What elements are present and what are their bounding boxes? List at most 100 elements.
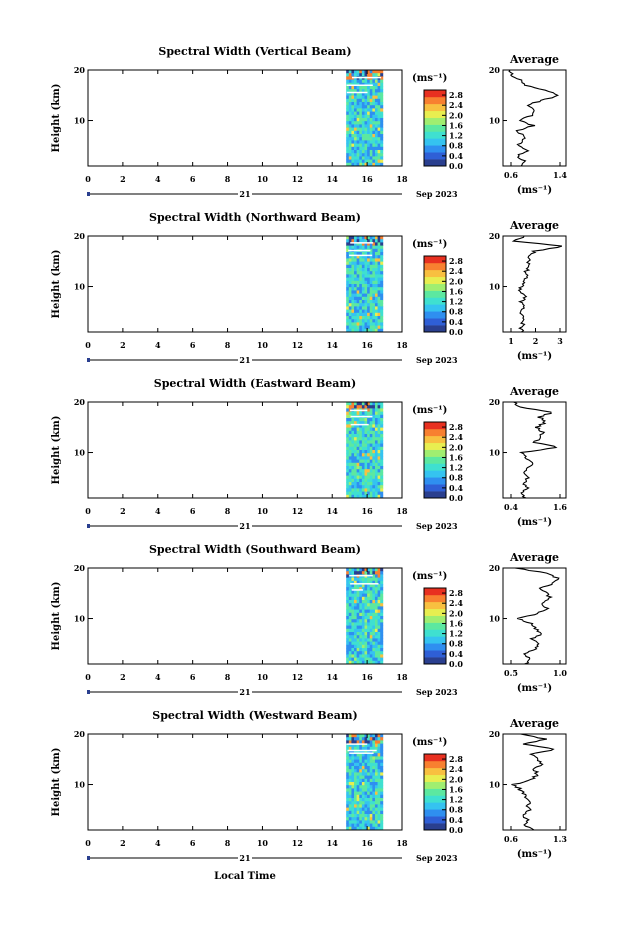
- heatmap-cell: [374, 574, 378, 578]
- heatmap-cell: [367, 494, 371, 499]
- heatmap-cell: [377, 606, 381, 610]
- heatmap-cell: [359, 245, 363, 250]
- heatmap-cell: [361, 430, 365, 435]
- heatmap-cell: [369, 316, 373, 320]
- heatmap-cell: [351, 635, 355, 639]
- heatmap-cell: [359, 603, 363, 607]
- heatmap-cell: [348, 261, 352, 266]
- heatmap-cell: [361, 469, 365, 473]
- heatmap-cell: [356, 766, 360, 770]
- heatmap-cell: [374, 568, 378, 572]
- heatmap-cell: [369, 134, 373, 138]
- heatmap-cell: [348, 140, 352, 144]
- heatmap-cell: [354, 632, 358, 636]
- heatmap-cell: [359, 590, 363, 594]
- heatmap-cell: [354, 782, 358, 786]
- heatmap-cell: [348, 450, 352, 454]
- heatmap-cell: [369, 424, 373, 428]
- heatmap: [346, 402, 384, 499]
- heatmap-cell: [361, 753, 365, 757]
- heatmap-cell: [364, 98, 368, 103]
- heatmap-cell: [374, 98, 378, 103]
- heatmap-cell: [351, 826, 355, 831]
- heatmap-cell: [372, 762, 376, 767]
- heatmap-cell: [356, 750, 360, 754]
- heatmap-cell: [372, 255, 376, 259]
- heatmap-cell: [377, 290, 381, 294]
- heatmap-cell: [351, 86, 355, 90]
- heatmap-cell: [377, 580, 381, 585]
- heatmap-cell: [351, 654, 355, 658]
- heatmap-cell: [374, 236, 378, 240]
- heatmap-cell: [367, 625, 371, 630]
- colorbar-segment: [424, 283, 446, 291]
- colorbar-segment: [424, 428, 446, 437]
- heatmap-cell: [367, 274, 371, 278]
- heatmap-cell: [354, 810, 358, 815]
- heatmap-cell: [364, 593, 368, 598]
- heatmap-cell: [377, 328, 381, 333]
- heatmap-cell: [359, 108, 363, 112]
- heatmap-cell: [348, 469, 352, 473]
- heatmap-cell: [346, 430, 350, 435]
- heatmap-cell: [364, 587, 368, 591]
- colorbar-segment: [424, 767, 446, 776]
- data-gap: [350, 415, 373, 418]
- heatmap-cell: [374, 105, 378, 109]
- heatmap-cell: [374, 271, 378, 275]
- heatmap-cell: [351, 820, 355, 824]
- heatmap-cell: [372, 494, 376, 499]
- heatmap-cell: [346, 316, 350, 320]
- heatmap-cell: [361, 762, 365, 767]
- heatmap-cell: [356, 462, 360, 467]
- heatmap-cell: [372, 258, 376, 262]
- heatmap-cell: [364, 459, 368, 464]
- heatmap-cell: [356, 657, 360, 662]
- heatmap-cell: [372, 606, 376, 610]
- heatmap-cell: [356, 450, 360, 454]
- heatmap-cell: [356, 466, 360, 470]
- heatmap-cell: [367, 823, 371, 828]
- heatmap-cell: [377, 159, 381, 164]
- heatmap-cell: [364, 137, 368, 141]
- heatmap-cell: [348, 619, 352, 623]
- heatmap-cell: [354, 236, 358, 240]
- heatmap-cell: [356, 405, 360, 409]
- heatmap-cell: [380, 408, 384, 412]
- heatmap-cell: [351, 268, 355, 272]
- heatmap-cell: [361, 268, 365, 272]
- heatmap-cell: [356, 92, 360, 96]
- heatmap-cell: [361, 644, 365, 649]
- heatmap-cell: [351, 590, 355, 594]
- heatmap-cell: [377, 236, 381, 240]
- heatmap-cell: [374, 590, 378, 594]
- heatmap-cell: [374, 823, 378, 828]
- heatmap-cell: [364, 245, 368, 250]
- heatmap-cell: [367, 740, 371, 744]
- heatmap-cell: [377, 571, 381, 575]
- heatmap-cell: [369, 418, 373, 422]
- heatmap-cell: [359, 437, 363, 441]
- heatmap-cell: [372, 427, 376, 432]
- heatmap-cell: [380, 772, 384, 776]
- colorbar-tick-label: 0.8: [449, 639, 463, 649]
- heatmap-cell: [348, 603, 352, 607]
- heatmap-cell: [377, 823, 381, 828]
- heatmap-cell: [348, 293, 352, 298]
- heatmap-cell: [380, 574, 384, 578]
- heatmap-cell: [348, 466, 352, 470]
- heatmap-cell: [356, 274, 360, 278]
- heatmap-cell: [377, 274, 381, 278]
- heatmap-cell: [348, 810, 352, 815]
- heatmap-cell: [364, 252, 368, 256]
- heatmap-cell: [364, 756, 368, 760]
- heatmap-cell: [348, 121, 352, 125]
- heatmap-cell: [380, 622, 384, 626]
- heatmap-cell: [377, 411, 381, 416]
- profile-x-tick-label: 1.6: [553, 502, 567, 512]
- heatmap-cell: [374, 268, 378, 272]
- heatmap-cell: [369, 92, 373, 96]
- heatmap-cell: [359, 619, 363, 623]
- heatmap-cell: [372, 146, 376, 151]
- colorbar-segment: [424, 435, 446, 444]
